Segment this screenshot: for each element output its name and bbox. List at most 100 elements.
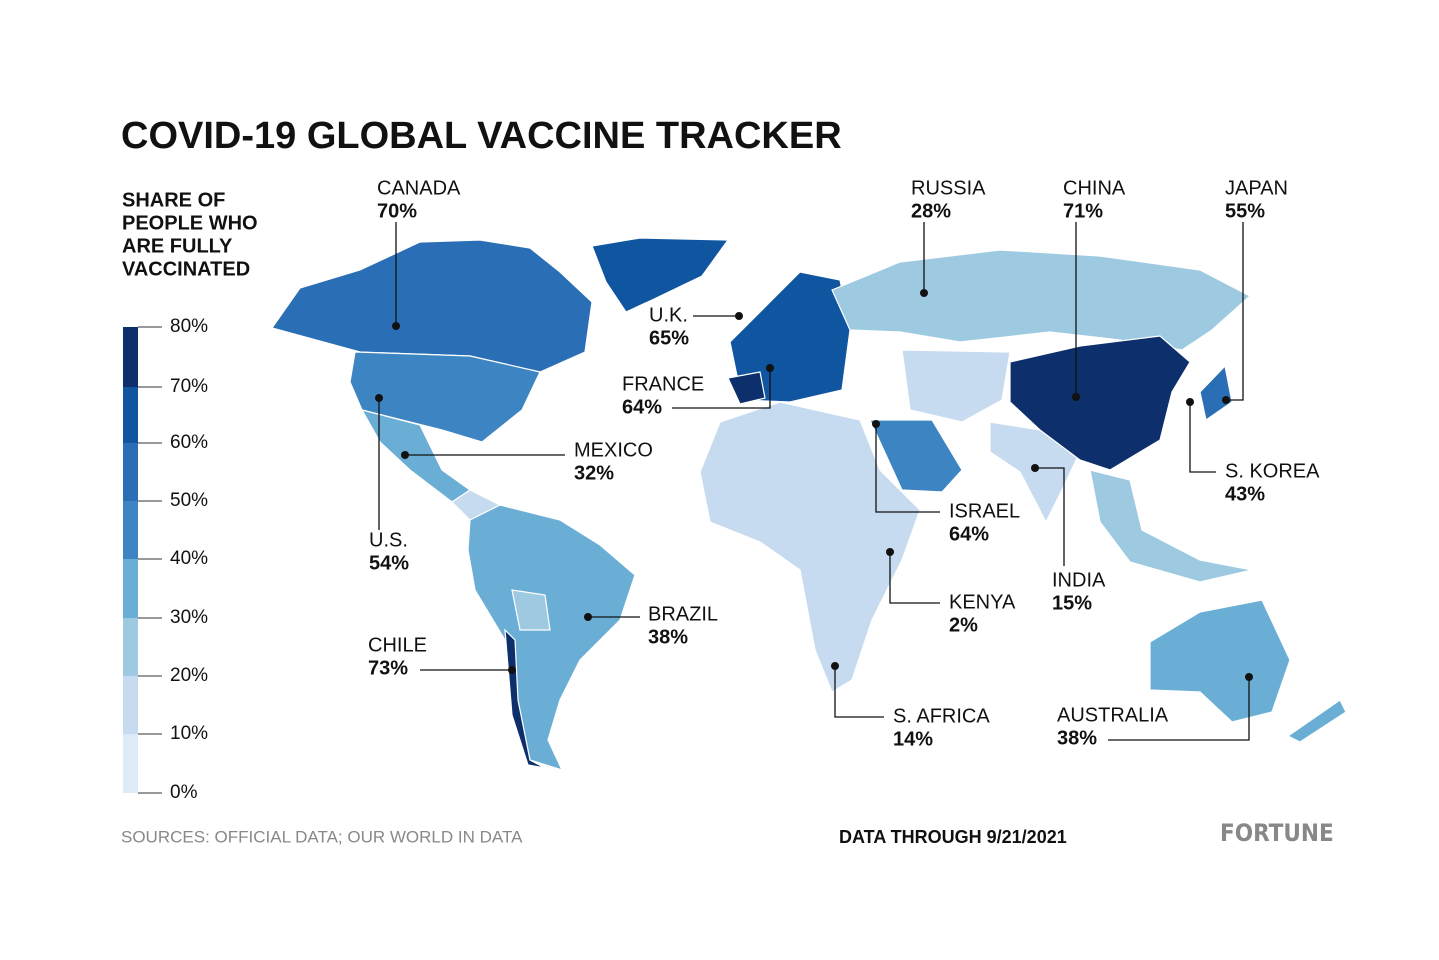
country-value: 55% bbox=[1225, 200, 1265, 222]
leader bbox=[672, 368, 771, 409]
leader bbox=[1226, 222, 1244, 401]
country-name: CANADA bbox=[377, 177, 461, 199]
legend-tick-label: 70% bbox=[170, 376, 208, 397]
usa bbox=[349, 351, 541, 443]
legend-title-line: SHARE OF bbox=[122, 189, 225, 211]
dot bbox=[1031, 464, 1039, 472]
country-name: S. KOREA bbox=[1225, 460, 1320, 482]
country-value: 38% bbox=[1057, 727, 1097, 749]
greenland bbox=[591, 237, 730, 313]
legend-tick-label: 60% bbox=[170, 432, 208, 453]
leader bbox=[1108, 677, 1250, 741]
country-name: MEXICO bbox=[574, 439, 653, 461]
australia bbox=[1149, 599, 1291, 723]
dot bbox=[920, 289, 928, 297]
title: COVID-19 GLOBAL VACCINE TRACKER bbox=[121, 115, 842, 157]
chile bbox=[504, 628, 546, 769]
leader bbox=[875, 424, 940, 513]
country-name: CHILE bbox=[368, 634, 427, 656]
legend-ticks: 80% 70% 60% 50% 40% 30% 20% 10% 0% bbox=[138, 316, 208, 803]
country-name: FRANCE bbox=[622, 373, 704, 395]
brand: FORTUNE bbox=[1220, 819, 1334, 847]
country-value: 65% bbox=[649, 327, 689, 349]
legend-swatch bbox=[123, 443, 138, 501]
dot bbox=[392, 322, 400, 330]
legend-tick-label: 30% bbox=[170, 607, 208, 628]
country-value: 43% bbox=[1225, 483, 1265, 505]
dot bbox=[1245, 673, 1253, 681]
legend-swatch bbox=[123, 501, 138, 559]
legend-tick-label: 20% bbox=[170, 665, 208, 686]
dot bbox=[1186, 398, 1194, 406]
country-value: 38% bbox=[648, 626, 688, 648]
spain bbox=[727, 371, 766, 405]
legend-tick-label: 50% bbox=[170, 490, 208, 511]
legend-swatch bbox=[123, 387, 138, 443]
legend-swatch bbox=[123, 734, 138, 793]
africa bbox=[699, 401, 921, 693]
country-name: U.S. bbox=[369, 529, 408, 551]
country-name: BRAZIL bbox=[648, 603, 718, 625]
country-name: AUSTRALIA bbox=[1057, 704, 1169, 726]
dot bbox=[1222, 396, 1230, 404]
china bbox=[1009, 335, 1191, 471]
country-name: U.K. bbox=[649, 304, 688, 326]
bolivia bbox=[511, 589, 551, 631]
country-value: 64% bbox=[622, 396, 662, 418]
central-asia bbox=[901, 349, 1011, 423]
country-value: 28% bbox=[911, 200, 951, 222]
dot bbox=[401, 451, 409, 459]
legend-tick-label: 40% bbox=[170, 548, 208, 569]
legend-swatch bbox=[123, 327, 138, 387]
country-value: 70% bbox=[377, 200, 417, 222]
leader bbox=[1035, 467, 1065, 566]
legend-swatch bbox=[123, 618, 138, 676]
dot bbox=[766, 364, 774, 372]
dot bbox=[831, 662, 839, 670]
dot bbox=[375, 394, 383, 402]
country-name: KENYA bbox=[949, 591, 1016, 613]
legend-swatch bbox=[123, 676, 138, 734]
new-zealand bbox=[1286, 699, 1347, 743]
country-value: 2% bbox=[949, 614, 978, 636]
legend-tick-label: 0% bbox=[170, 782, 198, 803]
country-name: RUSSIA bbox=[911, 177, 986, 199]
legend-title-line: ARE FULLY bbox=[122, 235, 233, 257]
dot bbox=[872, 420, 880, 428]
country-name: JAPAN bbox=[1225, 177, 1288, 199]
leader bbox=[889, 552, 940, 604]
country-value: 32% bbox=[574, 462, 614, 484]
russia bbox=[831, 249, 1252, 351]
country-name: ISRAEL bbox=[949, 500, 1020, 522]
country-name: S. AFRICA bbox=[893, 705, 990, 727]
country-value: 71% bbox=[1063, 200, 1103, 222]
dot bbox=[584, 613, 592, 621]
dot bbox=[735, 312, 743, 320]
country-value: 73% bbox=[368, 657, 408, 679]
country-name: INDIA bbox=[1052, 569, 1106, 591]
data-date: DATA THROUGH 9/21/2021 bbox=[839, 827, 1067, 847]
country-value: 15% bbox=[1052, 592, 1092, 614]
legend-swatch bbox=[123, 559, 138, 618]
southeast-asia bbox=[1089, 469, 1253, 583]
country-name: CHINA bbox=[1063, 177, 1126, 199]
japan bbox=[1199, 364, 1233, 422]
country-value: 54% bbox=[369, 552, 409, 574]
saudi-arabia bbox=[869, 419, 963, 493]
world-map bbox=[271, 237, 1347, 771]
canada bbox=[271, 239, 593, 373]
country-value: 64% bbox=[949, 523, 989, 545]
dot bbox=[1072, 393, 1080, 401]
dot bbox=[886, 548, 894, 556]
country-value: 14% bbox=[893, 728, 933, 750]
south-america bbox=[467, 504, 636, 771]
legend-title-line: VACCINATED bbox=[122, 258, 250, 280]
legend-tick-label: 80% bbox=[170, 316, 208, 337]
sources: SOURCES: OFFICIAL DATA; OUR WORLD IN DAT… bbox=[121, 827, 523, 846]
leader bbox=[834, 666, 884, 718]
leader bbox=[1189, 402, 1216, 473]
dot bbox=[508, 666, 516, 674]
